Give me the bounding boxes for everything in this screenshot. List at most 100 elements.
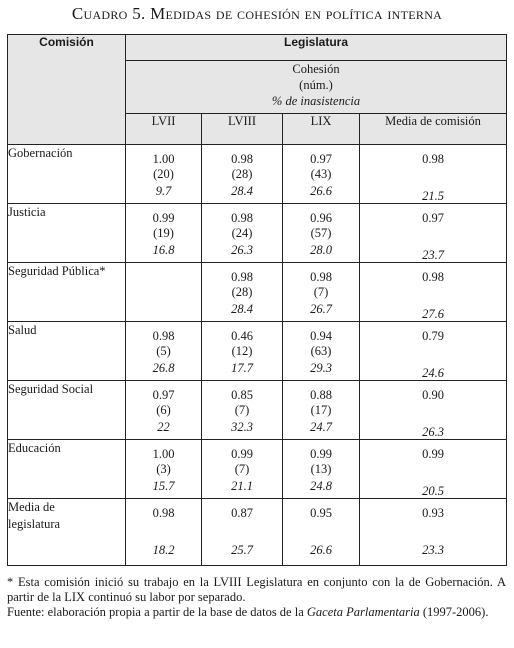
table-title: Cuadro 5. Medidas de cohesión en polític… bbox=[71, 4, 443, 23]
count-value: (43) bbox=[310, 167, 332, 181]
cell-lviii: 0.99 (7) 21.1 bbox=[201, 439, 283, 499]
absence-value: 26.6 bbox=[310, 184, 332, 198]
cohesion-value: 0.95 bbox=[310, 506, 332, 520]
absence-value: 21.1 bbox=[231, 479, 253, 493]
count-value: (28) bbox=[231, 285, 253, 299]
cohesion-value: 0.99 bbox=[152, 211, 175, 225]
count-value: (24) bbox=[231, 226, 253, 240]
table-row: Educación 1.00 (3) 15.7 0.99 (7) 21.1 0.99 (13) 2… bbox=[7, 439, 508, 499]
row-name: Gobernación bbox=[7, 144, 126, 204]
cohesion-value: 1.00 bbox=[152, 447, 175, 461]
absence-value: 17.7 bbox=[231, 361, 253, 375]
count-value: (6) bbox=[156, 403, 171, 417]
cohesion-value: 0.98 bbox=[152, 329, 175, 343]
absence-value: 26.8 bbox=[152, 361, 175, 375]
cohesion-value: 0.98 bbox=[231, 270, 253, 284]
cell-media: 0.98 27.6 bbox=[358, 262, 508, 322]
count-value: (63) bbox=[310, 344, 332, 358]
cohesion-value: 0.98 bbox=[310, 270, 332, 284]
absence-value: 23.7 bbox=[422, 248, 444, 262]
absence-label: % de inasistencia bbox=[271, 94, 361, 108]
column-header-lix: LIX bbox=[282, 113, 360, 145]
absence-value: 23.3 bbox=[422, 543, 444, 557]
cohesion-value: 0.88 bbox=[310, 388, 332, 402]
cell-lix: 0.98 (7) 26.7 bbox=[282, 262, 360, 322]
cohesion-value: 0.98 bbox=[231, 211, 253, 225]
absence-value: 24.6 bbox=[422, 366, 444, 380]
absence-value: 27.6 bbox=[422, 307, 444, 321]
count-value: (7) bbox=[313, 285, 329, 299]
absence-value: 28.4 bbox=[231, 302, 253, 316]
absence-value: 15.7 bbox=[152, 479, 175, 493]
absence-value: 16.8 bbox=[152, 243, 175, 257]
count-value: (19) bbox=[153, 226, 174, 240]
absence-value: 20.5 bbox=[422, 484, 444, 498]
cell-lviii: 0.85 (7) 32.3 bbox=[201, 380, 283, 440]
cohesion-value: 0.98 bbox=[422, 152, 444, 166]
absence-value: 22 bbox=[157, 420, 170, 434]
cohesion-value: 0.90 bbox=[422, 388, 444, 402]
cell-lviii: 0.98 (28) 28.4 bbox=[201, 144, 283, 204]
absence-value: 26.7 bbox=[310, 302, 332, 316]
absence-value: 26.6 bbox=[310, 543, 332, 557]
table-notes: * Esta comisión inició su trabajo en la … bbox=[7, 575, 506, 620]
cell-lvii: 1.00 (3) 15.7 bbox=[125, 439, 202, 499]
cell-lviii: 0.98 (28) 28.4 bbox=[201, 262, 283, 322]
table-row: Seguridad Pública* 0.98 (28) 28.4 0.98 (7) 26.… bbox=[7, 262, 508, 322]
count-value: (13) bbox=[310, 462, 332, 476]
absence-value: 9.7 bbox=[155, 184, 172, 198]
cell-lix: 0.97 (43) 26.6 bbox=[282, 144, 360, 204]
count-value: (28) bbox=[231, 167, 253, 181]
cell-lviii: 0.87 25.7 bbox=[201, 498, 283, 566]
cohesion-value: 0.97 bbox=[310, 152, 332, 166]
cohesion-table: Comisión Legislatura Cohesión (núm.) % d… bbox=[7, 34, 508, 566]
cohesion-value: 0.98 bbox=[152, 506, 175, 520]
row-name: Educación bbox=[7, 439, 126, 499]
column-header-lviii: LVIII bbox=[201, 113, 283, 145]
cell-lvii: 0.98 (5) 26.8 bbox=[125, 321, 202, 381]
row-name: Media de legislatura bbox=[7, 498, 126, 566]
source-note: Fuente: elaboración propia a partir de l… bbox=[7, 605, 489, 619]
cohesion-header: Cohesión (núm.) % de inasistencia bbox=[124, 60, 508, 114]
cell-media: 0.79 24.6 bbox=[358, 321, 508, 381]
absence-value: 24.8 bbox=[310, 479, 332, 493]
cell-media: 0.93 23.3 bbox=[358, 498, 508, 566]
commission-header: Comisión bbox=[7, 34, 126, 145]
absence-value: 24.7 bbox=[310, 420, 332, 434]
cell-lviii: 0.46 (12) 17.7 bbox=[201, 321, 283, 381]
cohesion-value: 0.96 bbox=[310, 211, 332, 225]
absence-value: 32.3 bbox=[231, 420, 253, 434]
absence-value: 18.2 bbox=[152, 543, 175, 557]
cell-lvii: 1.00 (20) 9.7 bbox=[125, 144, 202, 204]
cohesion-value: 0.98 bbox=[422, 270, 444, 284]
cohesion-value: 0.46 bbox=[231, 329, 253, 343]
count-value: (5) bbox=[156, 344, 171, 358]
cohesion-value: 0.79 bbox=[422, 329, 444, 343]
cell-lix: 0.99 (13) 24.8 bbox=[282, 439, 360, 499]
row-name: Seguridad Pública* bbox=[7, 262, 126, 322]
cohesion-value: 0.93 bbox=[422, 506, 444, 520]
table-row: Gobernación 1.00 (20) 9.7 0.98 (28) 28.4 0.97 (4… bbox=[7, 144, 508, 204]
legislature-header: Legislatura bbox=[124, 34, 508, 61]
absence-value: 26.3 bbox=[231, 243, 253, 257]
cohesion-label: Cohesión bbox=[292, 62, 340, 76]
cell-lix: 0.94 (63) 29.3 bbox=[282, 321, 360, 381]
cell-media: 0.98 21.5 bbox=[358, 144, 508, 204]
count-value: (3) bbox=[156, 462, 171, 476]
cohesion-value: 1.00 bbox=[152, 152, 175, 166]
cell-lvii: 0.99 (19) 16.8 bbox=[125, 203, 202, 263]
column-header-lvii: LVII bbox=[125, 113, 202, 145]
table-row: Seguridad Social 0.97 (6) 22 0.85 (7) 32.3 0.88… bbox=[7, 380, 508, 440]
absence-value: 28.4 bbox=[231, 184, 253, 198]
footnote: * Esta comisión inició su trabajo en la … bbox=[7, 575, 506, 604]
cohesion-value: 0.85 bbox=[231, 388, 253, 402]
count-value: (17) bbox=[310, 403, 332, 417]
cell-lvii: 0.97 (6) 22 bbox=[125, 380, 202, 440]
cell-lix: 0.96 (57) 28.0 bbox=[282, 203, 360, 263]
cell-lix: 0.95 26.6 bbox=[282, 498, 360, 566]
cell-lviii: 0.98 (24) 26.3 bbox=[201, 203, 283, 263]
cohesion-value: 0.87 bbox=[231, 506, 253, 520]
cohesion-value: 0.99 bbox=[310, 447, 332, 461]
cell-lix: 0.88 (17) 24.7 bbox=[282, 380, 360, 440]
